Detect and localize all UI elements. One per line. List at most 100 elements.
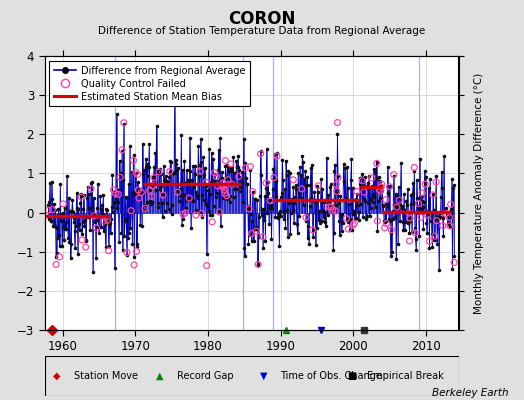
Point bbox=[400, 191, 408, 197]
Point bbox=[143, 199, 151, 205]
Point bbox=[198, 210, 206, 217]
Point bbox=[380, 225, 389, 231]
Point bbox=[388, 249, 396, 255]
Point bbox=[61, 226, 69, 232]
Point bbox=[419, 226, 428, 232]
Point bbox=[421, 180, 429, 186]
Point bbox=[450, 253, 458, 260]
Point bbox=[320, 199, 329, 206]
Point bbox=[299, 159, 307, 166]
Point bbox=[418, 193, 426, 199]
Point bbox=[291, 194, 299, 201]
Point bbox=[358, 171, 366, 177]
Point bbox=[249, 228, 257, 234]
Point bbox=[173, 188, 182, 194]
Point bbox=[276, 213, 285, 220]
Point bbox=[424, 185, 433, 192]
Point bbox=[75, 221, 83, 227]
Point bbox=[233, 164, 242, 170]
Point bbox=[342, 215, 351, 222]
Point bbox=[405, 214, 413, 221]
Point bbox=[213, 179, 222, 185]
Point bbox=[303, 235, 312, 241]
Point bbox=[442, 209, 450, 216]
Point bbox=[282, 172, 291, 178]
Point bbox=[150, 181, 159, 187]
Point bbox=[264, 178, 272, 185]
Point bbox=[361, 197, 369, 204]
Point bbox=[125, 230, 134, 236]
Point bbox=[169, 170, 178, 176]
Point bbox=[395, 184, 403, 190]
Point bbox=[439, 214, 447, 221]
Point bbox=[189, 198, 198, 205]
Point bbox=[248, 189, 257, 196]
Point bbox=[237, 184, 245, 190]
Point bbox=[418, 198, 427, 205]
Point bbox=[360, 196, 368, 202]
Point bbox=[264, 190, 272, 196]
Point bbox=[108, 172, 116, 178]
Point bbox=[344, 226, 353, 232]
Point bbox=[71, 228, 80, 234]
Point bbox=[337, 228, 346, 234]
Point bbox=[104, 218, 112, 224]
Point bbox=[90, 195, 98, 201]
Point bbox=[295, 213, 303, 219]
Point bbox=[168, 211, 176, 217]
Point bbox=[47, 218, 56, 224]
Point bbox=[252, 224, 260, 230]
Point bbox=[154, 200, 162, 206]
Point bbox=[194, 143, 202, 150]
Point bbox=[443, 212, 451, 218]
Point bbox=[161, 208, 169, 214]
Point bbox=[445, 220, 454, 227]
Point bbox=[314, 189, 322, 195]
Point bbox=[45, 216, 53, 222]
Point bbox=[250, 238, 258, 244]
Point bbox=[246, 232, 254, 238]
Point bbox=[435, 267, 443, 273]
Point bbox=[376, 177, 384, 184]
Point bbox=[224, 176, 232, 183]
Point bbox=[228, 179, 237, 185]
Point bbox=[170, 170, 178, 176]
Point bbox=[165, 174, 173, 180]
Point bbox=[167, 158, 175, 165]
Point bbox=[316, 220, 324, 226]
Point bbox=[174, 198, 183, 204]
Point bbox=[179, 211, 187, 218]
Point bbox=[325, 199, 333, 206]
Y-axis label: Monthly Temperature Anomaly Difference (°C): Monthly Temperature Anomaly Difference (… bbox=[474, 72, 485, 314]
Point bbox=[109, 209, 117, 215]
Point bbox=[212, 180, 221, 186]
Point bbox=[444, 220, 452, 227]
Point bbox=[192, 212, 200, 218]
Point bbox=[332, 181, 341, 188]
Point bbox=[148, 183, 157, 189]
Point bbox=[369, 166, 378, 173]
Point bbox=[411, 225, 419, 232]
Point bbox=[378, 184, 386, 190]
Point bbox=[190, 184, 198, 190]
Point bbox=[278, 190, 286, 196]
Point bbox=[447, 176, 456, 183]
Point bbox=[225, 199, 234, 206]
Point bbox=[243, 181, 252, 187]
Point bbox=[344, 219, 353, 226]
Point bbox=[211, 177, 220, 183]
Point bbox=[430, 236, 439, 243]
Point bbox=[80, 223, 89, 229]
Point bbox=[208, 212, 216, 218]
Point bbox=[305, 241, 313, 247]
Point bbox=[47, 218, 55, 224]
Point bbox=[134, 187, 143, 193]
Point bbox=[235, 173, 243, 180]
Point bbox=[431, 216, 440, 222]
Point bbox=[243, 181, 251, 188]
Point bbox=[383, 202, 391, 209]
Point bbox=[134, 171, 142, 178]
Point bbox=[347, 156, 356, 162]
Point bbox=[406, 218, 414, 224]
Point bbox=[53, 234, 62, 241]
